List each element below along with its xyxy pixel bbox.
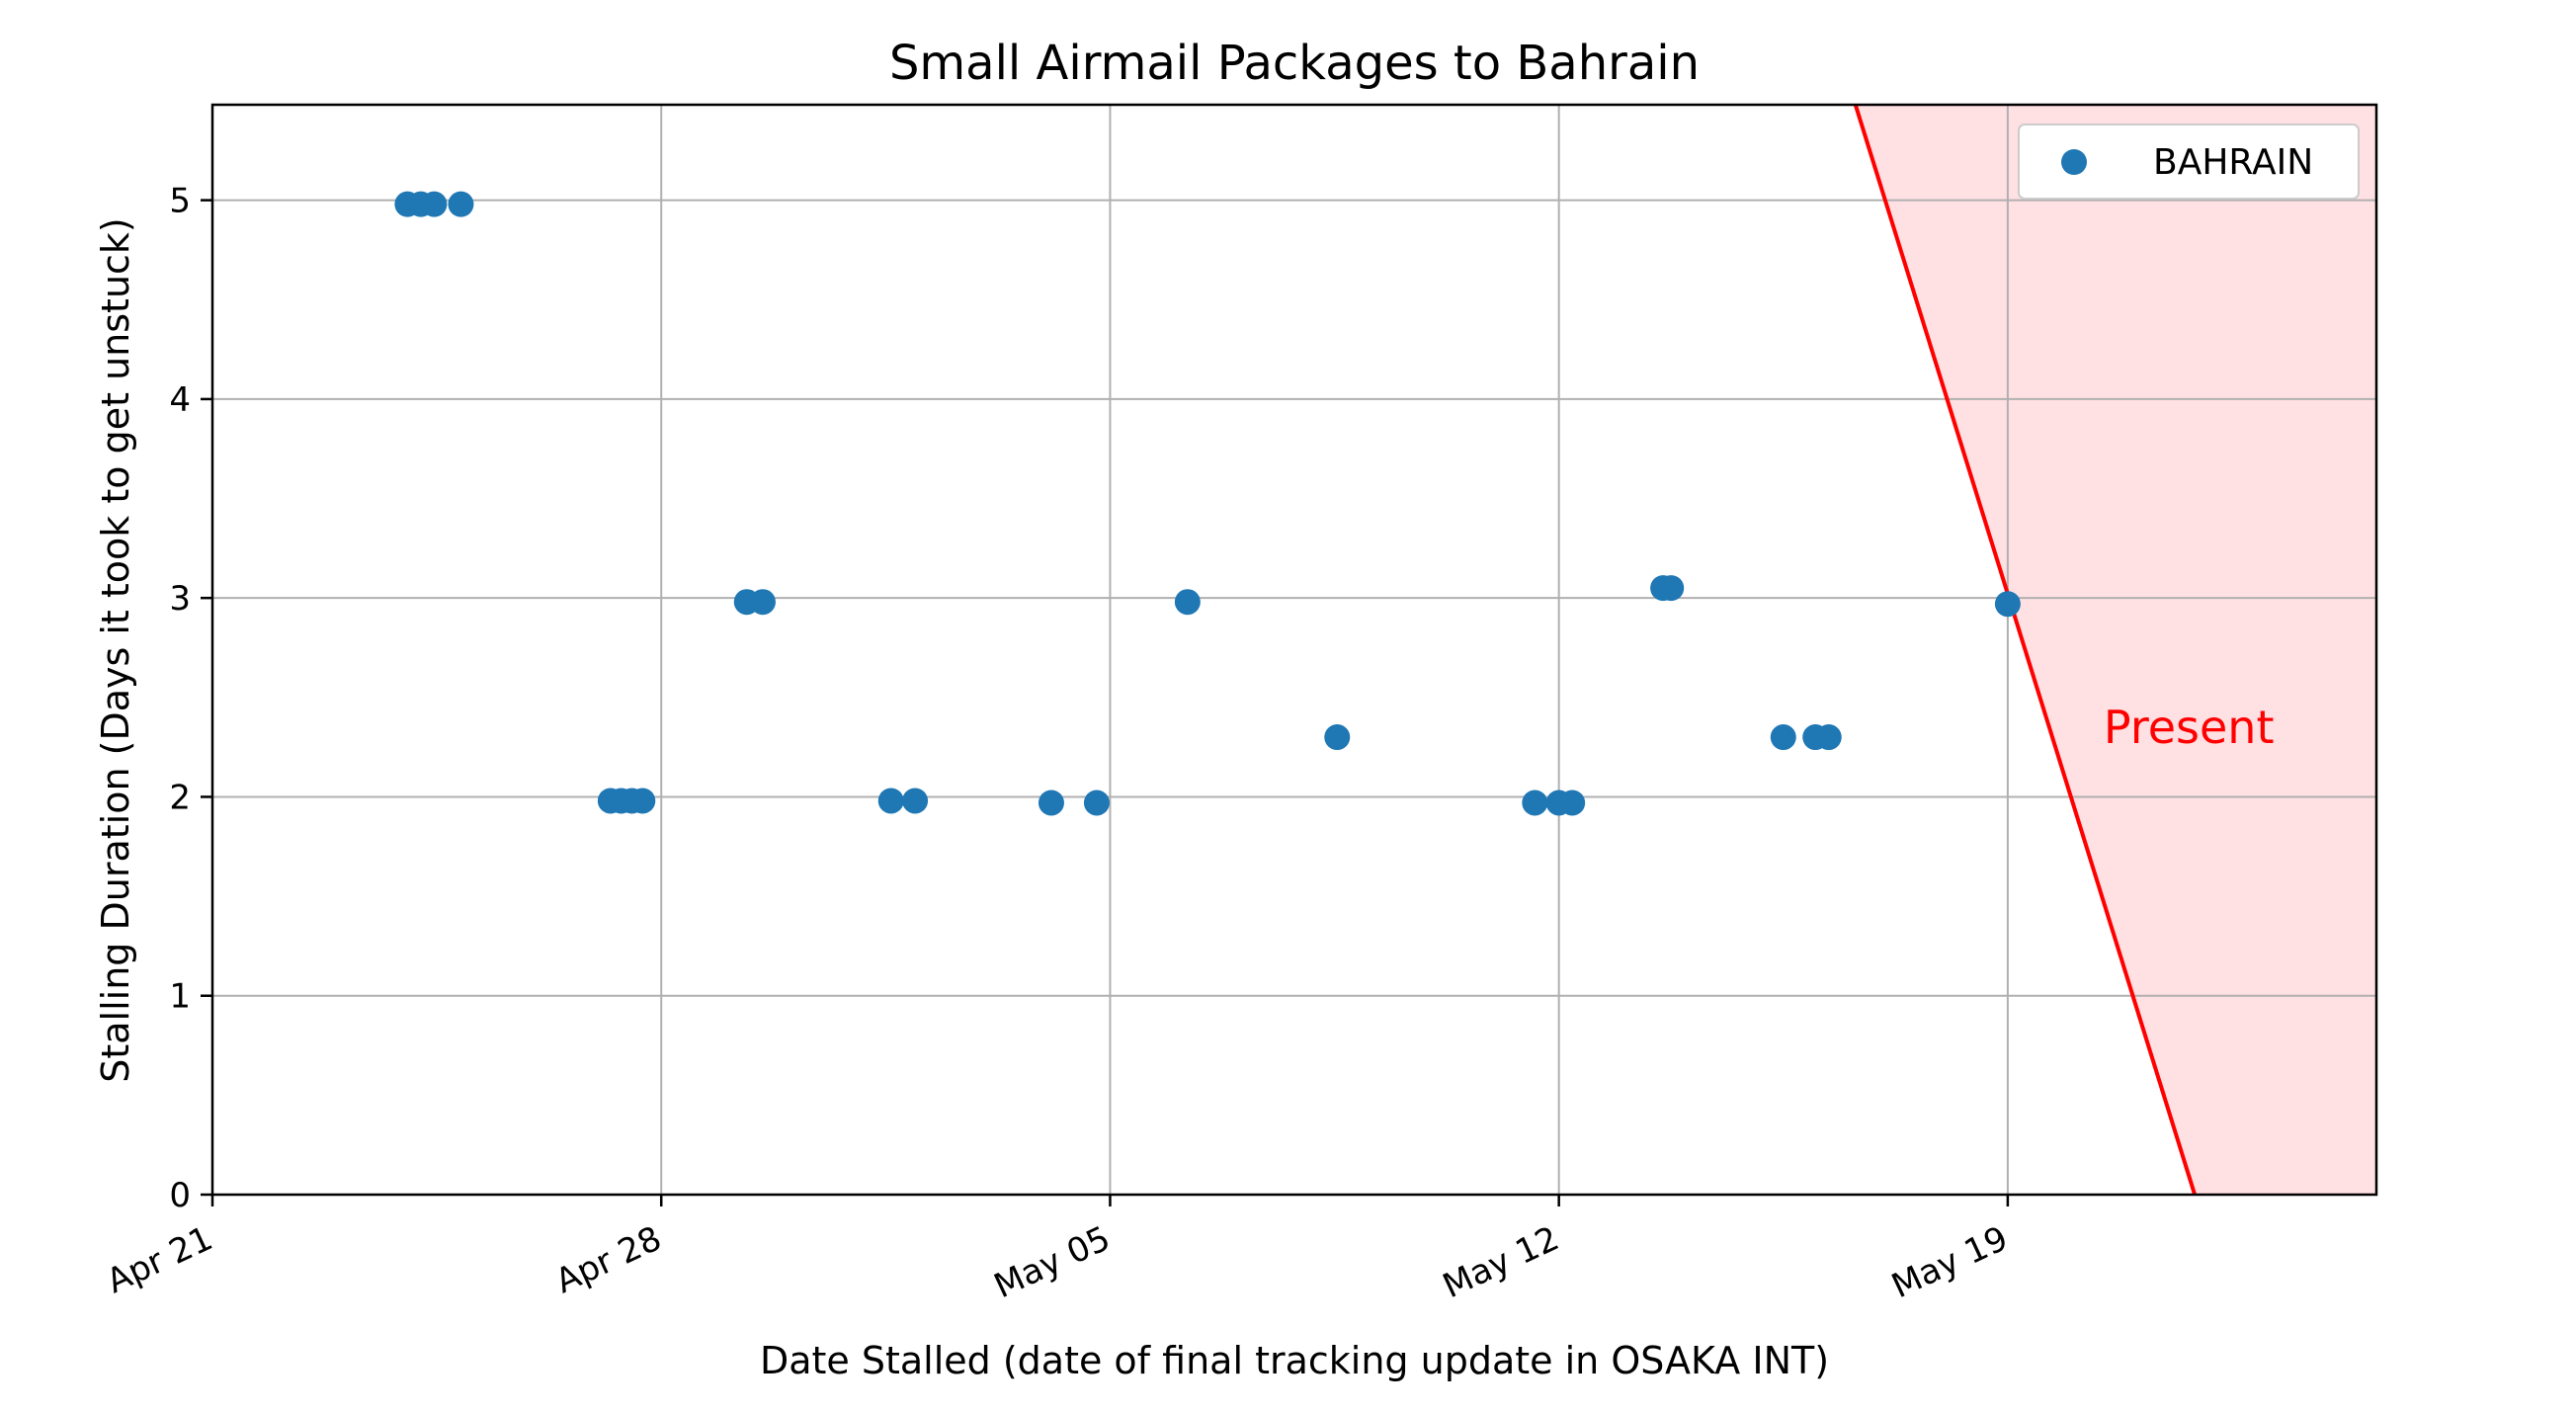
data-point [421,191,448,217]
plot-frame [210,103,2378,1197]
data-point [1324,724,1351,751]
data-point [1522,790,1548,816]
y-tick-label: 2 [169,778,191,817]
y-tick-label: 0 [169,1176,191,1215]
y-tick-label: 1 [169,977,191,1017]
y-tick-label: 5 [169,182,191,221]
data-point [1038,790,1064,816]
data-point [1083,790,1110,816]
present-annotation: Present [2104,701,2275,754]
data-point [749,589,776,616]
y-axis-label: Stalling Duration (Days it took to get u… [94,217,137,1083]
x-axis-label: Date Stalled (date of final tracking upd… [760,1339,1829,1382]
y-tick-label: 3 [169,579,191,619]
data-point [1994,591,2021,618]
data-point [1658,575,1685,602]
present-line [1853,104,2198,1196]
present-shaded-region [1855,105,2376,1195]
data-point [629,788,656,814]
data-point [448,191,474,217]
legend-label: BAHRAIN [2153,142,2313,183]
data-point [1559,790,1586,816]
data-point [902,788,929,814]
data-point [1815,724,1842,751]
scatter-points [394,191,2021,816]
data-point [877,788,904,814]
data-point [1174,589,1201,616]
legend: BAHRAIN [2018,124,2360,200]
legend-marker [2061,149,2087,175]
chart-title: Small Airmail Packages to Bahrain [889,36,1700,91]
data-point [1770,724,1796,751]
y-tick-label: 4 [169,380,191,420]
legend-box [2018,124,2360,200]
